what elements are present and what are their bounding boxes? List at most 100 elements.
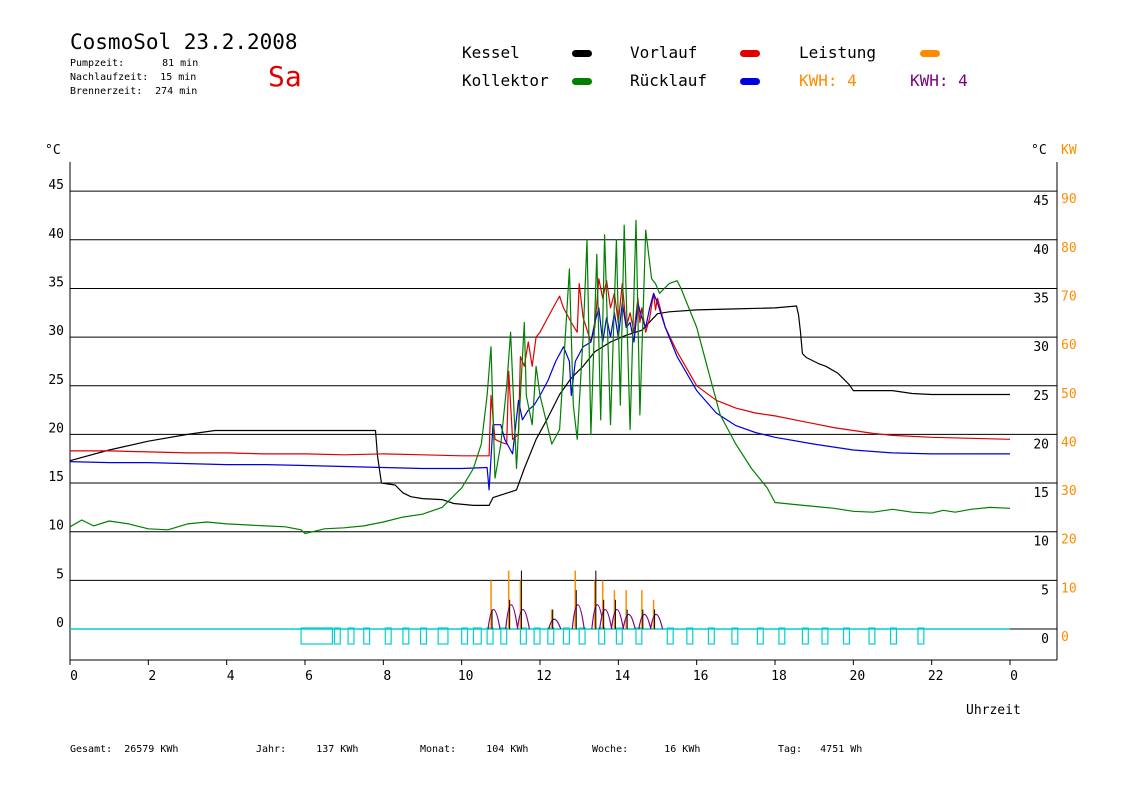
footer-label: Monat: (420, 744, 457, 755)
kwh-curve (516, 608, 531, 630)
burner-pulse (615, 627, 623, 645)
kwh-curve (610, 608, 625, 630)
x-tick-label: 10 (458, 669, 474, 684)
y2-tick-label: 10 (1061, 581, 1077, 596)
stat-label: Nachlaufzeit: (70, 72, 149, 83)
footer-label: Tag: (778, 744, 803, 755)
y2-tick-label: 20 (1061, 533, 1077, 548)
burner-pulse (486, 627, 494, 645)
kwh-curve (649, 613, 664, 630)
x-tick-label: 16 (693, 669, 709, 684)
stat-nachlaufzeit: Nachlaufzeit: 15 min (70, 71, 196, 85)
x-tick-label: 18 (771, 669, 787, 684)
burner-pulse (917, 627, 925, 645)
x-tick-label: 0 (1010, 669, 1018, 684)
footer-monat: Monat: 104 KWh (420, 744, 528, 755)
kwh-curve (638, 613, 652, 630)
y-tick-label-left: 25 (48, 373, 64, 388)
x-tick-label: 22 (928, 669, 944, 684)
burner-pulse (461, 627, 469, 645)
x-tick-label: 6 (305, 669, 313, 684)
y-tick-label-right: 25 (1033, 389, 1049, 404)
burner-pulse (778, 627, 786, 645)
burner-pulse (547, 627, 555, 645)
stat-value: 274 min (155, 86, 198, 97)
legend-kollektor-swatch (572, 78, 592, 85)
x-tick-label: 0 (70, 669, 78, 684)
y-tick-label-left: 35 (48, 275, 64, 290)
kwh-curve (571, 604, 585, 630)
footer-gesamt: Gesamt: 26579 KWh (70, 744, 178, 755)
series-line-kessel (69, 305, 1010, 506)
burner-pulse (472, 627, 482, 645)
burner-pulse (578, 627, 586, 645)
y-tick-label-right: 40 (1033, 243, 1049, 258)
y-tick-label-right: 35 (1033, 291, 1049, 306)
burner-pulse (868, 627, 876, 645)
y-tick-label-right: 10 (1033, 535, 1049, 550)
legend-ruecklauf-label: Rücklauf (630, 71, 708, 90)
burner-pulse (598, 627, 606, 645)
y-tick-label-left: 5 (56, 567, 64, 582)
stat-brennerzeit: Brennerzeit: 274 min (70, 85, 197, 99)
kwh-curve (505, 604, 519, 630)
legend-leistung-label: Leistung (799, 43, 877, 62)
stat-value: 15 min (160, 72, 197, 83)
left-axis-unit: °C (45, 143, 61, 158)
burner-pulse (347, 627, 355, 645)
right-axis-unit-kw: KW (1061, 143, 1077, 158)
y-tick-label-left: 10 (48, 519, 64, 534)
legend-kwh-orange: KWH: 4 (799, 71, 857, 90)
y-tick-label-left: 30 (48, 324, 64, 339)
burner-pulse (437, 627, 449, 645)
footer-value: 4751 Wh (820, 744, 863, 755)
x-tick-label: 2 (148, 669, 156, 684)
burner-pulse (562, 627, 570, 645)
kwh-curve (487, 608, 501, 630)
y2-tick-label: 90 (1061, 192, 1077, 207)
burner-pulse (419, 627, 428, 645)
y-tick-label-left: 45 (48, 178, 64, 193)
footer-value: 26579 KWh (124, 744, 179, 755)
chart-series (69, 219, 1011, 535)
footer-value: 104 KWh (486, 744, 529, 755)
y-tick-label-right: 20 (1033, 437, 1049, 452)
footer-label: Gesamt: (70, 744, 113, 755)
burner-pulse (500, 627, 508, 645)
weekday-label: Sa (268, 60, 302, 93)
y2-tick-label: 80 (1061, 241, 1077, 256)
burner-pulse (801, 627, 809, 645)
burner-pulse (889, 627, 898, 645)
x-tick-label: 14 (615, 669, 631, 684)
legend-vorlauf-label: Vorlauf (630, 43, 698, 62)
legend-kollektor-label: Kollektor (462, 71, 549, 90)
series-line-rcklauf (69, 292, 1010, 491)
y-tick-label-right: 15 (1033, 486, 1049, 501)
stat-value: 81 min (162, 58, 199, 69)
page-title: CosmoSol 23.2.2008 (70, 30, 298, 54)
footer-woche: Woche: 16 KWh (592, 744, 700, 755)
burner-pulse (842, 627, 851, 645)
legend-kessel-swatch (572, 50, 592, 57)
stat-label: Brennerzeit: (70, 86, 143, 97)
y-tick-label-right: 0 (1041, 632, 1049, 647)
stat-label: Pumpzeit: (70, 58, 125, 69)
stat-pumpzeit: Pumpzeit: 81 min (70, 57, 198, 71)
burner-pulse (300, 627, 334, 645)
footer-tag: Tag: 4751 Wh (778, 744, 862, 755)
burner-pulse (635, 627, 643, 645)
y2-tick-label: 40 (1061, 435, 1077, 450)
burner-pulse (363, 627, 371, 645)
burner-pulse (686, 627, 694, 645)
burner-pulse (756, 627, 764, 645)
legend-ruecklauf-swatch (740, 78, 760, 85)
y2-tick-label: 30 (1061, 484, 1077, 499)
series-line-vorlauf (70, 278, 1011, 457)
x-axis-label: Uhrzeit (966, 703, 1021, 718)
x-tick-label: 4 (227, 669, 235, 684)
y-tick-label-left: 0 (56, 616, 64, 631)
y-tick-label-left: 20 (48, 421, 64, 436)
burner-pulse (333, 627, 341, 645)
